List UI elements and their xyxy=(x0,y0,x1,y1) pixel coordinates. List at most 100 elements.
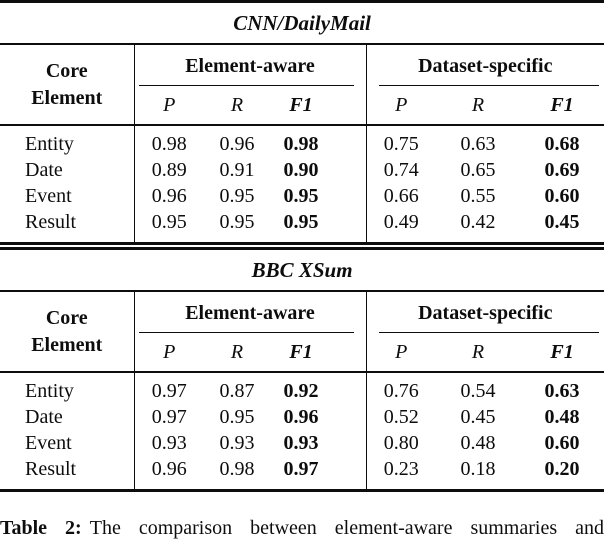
value-ds-p: 0.80 xyxy=(365,430,436,456)
value-ea-p: 0.89 xyxy=(133,157,204,183)
value-ea-r: 0.91 xyxy=(219,159,255,181)
row-label: Entity xyxy=(25,380,74,402)
col-header-precision: P xyxy=(133,86,204,126)
table-title-row: CNN/DailyMail xyxy=(0,0,604,45)
value-ea-f1: 0.92 xyxy=(283,380,319,402)
col-header-precision: P xyxy=(365,86,436,126)
col-header-f1: F1 xyxy=(270,333,332,373)
table-caption: Table 2: The comparison between element-a… xyxy=(0,515,604,541)
table-row-date: Date 0.97 0.95 0.96 0.52 0.45 0.48 xyxy=(0,404,604,430)
value-ea-f1: 0.95 xyxy=(283,185,319,207)
value-ds-r: 0.63 xyxy=(460,133,496,155)
value-ea-r: 0.95 xyxy=(219,406,255,428)
col-header-recall: R xyxy=(436,333,520,373)
value-ds-r: 0.18 xyxy=(436,456,520,492)
row-label: Event xyxy=(25,185,72,207)
spacer-cell xyxy=(332,372,366,404)
value-ds-f1: 0.20 xyxy=(520,456,604,492)
spacer-cell xyxy=(332,430,366,456)
spacer-cell xyxy=(332,125,366,157)
table-row-result: Result 0.95 0.95 0.95 0.49 0.42 0.45 xyxy=(0,209,604,245)
section-title-cnn-dailymail: CNN/DailyMail xyxy=(0,0,604,45)
table-row-event: Event 0.96 0.95 0.95 0.66 0.55 0.60 xyxy=(0,183,604,209)
value-ds-r: 0.65 xyxy=(460,159,496,181)
value-ds-f1: 0.60 xyxy=(544,432,580,454)
row-label: Event xyxy=(25,432,72,454)
table-title-row: BBC XSum xyxy=(0,247,604,292)
value-ea-f1: 0.90 xyxy=(283,159,319,181)
value-ea-r: 0.95 xyxy=(204,209,270,245)
row-label: Entity xyxy=(25,133,74,155)
corner-header-line1: Core xyxy=(45,59,88,82)
caption-text: The comparison between element-aware sum… xyxy=(89,517,604,539)
group-header-element-aware: Element-aware xyxy=(133,291,366,333)
table-row-event: Event 0.93 0.93 0.93 0.80 0.48 0.60 xyxy=(0,430,604,456)
value-ea-r: 0.98 xyxy=(204,456,270,492)
value-ea-p: 0.93 xyxy=(133,430,204,456)
corner-header-line1: Core xyxy=(45,306,88,329)
value-ea-r: 0.93 xyxy=(219,432,255,454)
col-header-precision: P xyxy=(365,333,436,373)
value-ea-r: 0.95 xyxy=(219,185,255,207)
value-ds-r: 0.54 xyxy=(460,380,496,402)
value-ds-r: 0.45 xyxy=(460,406,496,428)
metric-header-row: P R F1 P R F1 xyxy=(0,333,604,373)
value-ea-p: 0.96 xyxy=(133,183,204,209)
value-ds-p: 0.66 xyxy=(365,183,436,209)
value-ds-p: 0.49 xyxy=(365,209,436,245)
col-header-recall: R xyxy=(204,86,270,126)
value-ea-p: 0.98 xyxy=(133,125,204,157)
corner-header-core-element: Core Element xyxy=(0,44,134,126)
value-ea-f1: 0.97 xyxy=(270,456,332,492)
spacer-cell xyxy=(332,86,366,126)
value-ds-f1: 0.60 xyxy=(544,185,580,207)
value-ds-p: 0.74 xyxy=(365,157,436,183)
col-header-f1: F1 xyxy=(520,86,604,126)
row-label: Result xyxy=(0,209,134,245)
table-row-result: Result 0.96 0.98 0.97 0.23 0.18 0.20 xyxy=(0,456,604,492)
group-header-element-aware: Element-aware xyxy=(133,44,366,86)
value-ds-p: 0.75 xyxy=(365,125,436,157)
value-ea-f1: 0.98 xyxy=(283,133,319,155)
corner-header-core-element: Core Element xyxy=(0,291,134,373)
value-ds-r: 0.55 xyxy=(460,185,496,207)
group-header-row: Core Element Element-aware Dataset-speci… xyxy=(0,291,604,373)
value-ea-f1: 0.95 xyxy=(270,209,332,245)
value-ea-f1: 0.93 xyxy=(283,432,319,454)
col-header-f1: F1 xyxy=(520,333,604,373)
table-row-entity: Entity 0.98 0.96 0.98 0.75 0.63 0.68 xyxy=(0,125,604,157)
value-ea-f1: 0.96 xyxy=(283,406,319,428)
value-ea-p: 0.97 xyxy=(133,404,204,430)
row-label: Date xyxy=(25,159,63,181)
corner-header-line2: Element xyxy=(31,333,103,356)
value-ea-p: 0.95 xyxy=(133,209,204,245)
results-table-cnn-dailymail: CNN/DailyMail Core Element Element-aware… xyxy=(0,0,604,245)
row-label: Result xyxy=(0,456,134,492)
value-ds-p: 0.52 xyxy=(365,404,436,430)
value-ea-p: 0.96 xyxy=(133,456,204,492)
spacer-cell xyxy=(332,209,366,245)
results-table-bbc-xsum: BBC XSum Core Element Element-aware Data… xyxy=(0,247,604,492)
value-ds-f1: 0.48 xyxy=(544,406,580,428)
table-row-entity: Entity 0.97 0.87 0.92 0.76 0.54 0.63 xyxy=(0,372,604,404)
value-ea-r: 0.87 xyxy=(219,380,255,402)
col-header-precision: P xyxy=(133,333,204,373)
group-header-dataset-specific: Dataset-specific xyxy=(365,44,604,86)
value-ds-f1: 0.63 xyxy=(544,380,580,402)
value-ds-p: 0.23 xyxy=(365,456,436,492)
value-ds-p: 0.76 xyxy=(365,372,436,404)
corner-header-line2: Element xyxy=(31,86,103,109)
caption-number: Table 2: xyxy=(0,517,82,539)
spacer-cell xyxy=(332,157,366,183)
col-header-f1: F1 xyxy=(270,86,332,126)
value-ds-r: 0.48 xyxy=(460,432,496,454)
value-ds-f1: 0.68 xyxy=(544,133,580,155)
value-ds-f1: 0.69 xyxy=(544,159,580,181)
section-title-bbc-xsum: BBC XSum xyxy=(0,247,604,292)
col-header-recall: R xyxy=(204,333,270,373)
group-header-row: Core Element Element-aware Dataset-speci… xyxy=(0,44,604,126)
group-header-dataset-specific: Dataset-specific xyxy=(365,291,604,333)
spacer-cell xyxy=(332,333,366,373)
table-row-date: Date 0.89 0.91 0.90 0.74 0.65 0.69 xyxy=(0,157,604,183)
spacer-cell xyxy=(332,183,366,209)
